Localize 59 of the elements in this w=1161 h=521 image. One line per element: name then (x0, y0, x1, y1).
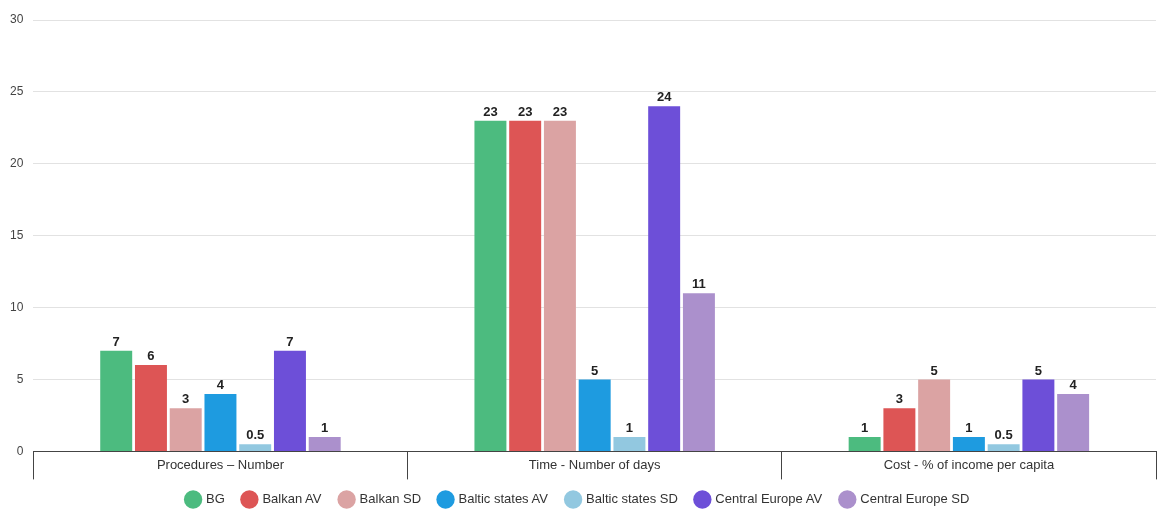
data-label: 4 (1069, 376, 1078, 392)
bar (239, 444, 272, 451)
bar (883, 408, 916, 451)
bar (1022, 379, 1055, 451)
legend-label: Balkan SD (359, 491, 422, 507)
bar (952, 437, 985, 451)
bar (682, 293, 715, 451)
data-label: 24 (656, 89, 673, 105)
bar (613, 437, 646, 451)
bar (134, 365, 167, 451)
y-tick-label: 25 (9, 84, 24, 99)
data-label: 3 (895, 391, 904, 407)
x-tick-label: Time - Number of days (528, 456, 662, 472)
data-label: 0.5 (994, 427, 1013, 443)
bar (543, 120, 576, 451)
y-tick-label: 20 (9, 156, 24, 171)
bar (308, 437, 341, 451)
y-tick-label: 30 (9, 12, 24, 27)
data-label: 7 (112, 333, 120, 349)
y-tick-label: 5 (16, 371, 24, 386)
bar (273, 350, 306, 451)
data-label: 23 (552, 103, 568, 119)
y-tick-label: 15 (9, 228, 24, 243)
bar (509, 120, 542, 451)
legend-label: Baltic states AV (458, 491, 549, 507)
data-label: 3 (182, 391, 190, 407)
data-label: 6 (147, 348, 155, 364)
data-label: 5 (930, 362, 938, 378)
bar (848, 437, 881, 451)
bar (169, 408, 202, 451)
data-label: 11 (692, 276, 706, 292)
bar (578, 379, 611, 451)
y-tick-label: 10 (9, 299, 24, 314)
data-label: 1 (625, 420, 634, 436)
bar (474, 120, 507, 451)
data-label: 0.5 (246, 427, 265, 443)
legend-label: Central Europe SD (860, 491, 970, 507)
legend-label: BG (206, 491, 225, 507)
legend-label: Central Europe AV (715, 491, 823, 507)
data-label: 4 (216, 376, 225, 392)
bar (987, 444, 1020, 451)
x-tick-label: Cost - % of income per capita (883, 456, 1055, 472)
bar (1057, 393, 1090, 451)
data-label: 23 (483, 103, 498, 119)
data-label: 7 (286, 333, 294, 349)
legend-label: Balkan AV (262, 491, 322, 507)
bar (100, 350, 133, 451)
bar (648, 106, 681, 451)
legend-label: Baltic states SD (586, 491, 678, 507)
data-label: 5 (1034, 362, 1043, 378)
y-tick-label: 0 (16, 443, 24, 458)
bar (204, 393, 237, 451)
data-label: 23 (517, 103, 533, 119)
data-label: 1 (861, 420, 869, 436)
data-label: 5 (591, 362, 599, 378)
x-tick-label: Procedures – Number (156, 456, 285, 472)
data-label: 1 (965, 420, 973, 436)
data-label: 1 (321, 420, 329, 436)
bar (918, 379, 951, 451)
